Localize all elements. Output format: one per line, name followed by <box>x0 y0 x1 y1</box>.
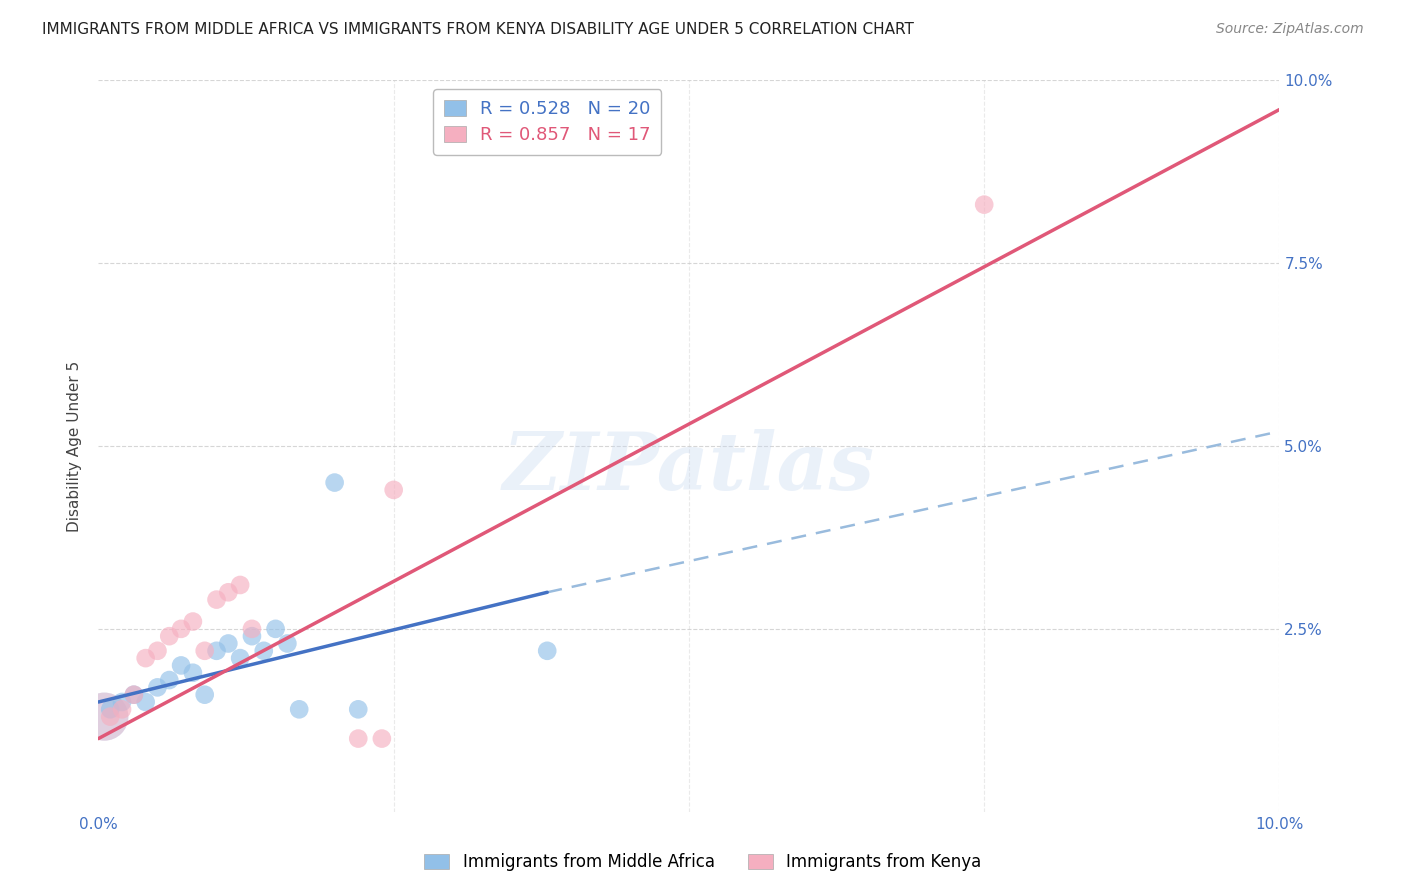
Point <box>347 731 370 746</box>
Point <box>253 644 276 658</box>
Point <box>371 731 394 746</box>
Text: IMMIGRANTS FROM MIDDLE AFRICA VS IMMIGRANTS FROM KENYA DISABILITY AGE UNDER 5 CO: IMMIGRANTS FROM MIDDLE AFRICA VS IMMIGRA… <box>42 22 914 37</box>
Point <box>264 622 287 636</box>
Point <box>111 695 134 709</box>
Point <box>217 636 239 650</box>
Point <box>288 702 311 716</box>
Point <box>229 651 252 665</box>
Text: ZIPatlas: ZIPatlas <box>503 429 875 507</box>
Point <box>122 688 145 702</box>
Point <box>973 197 995 211</box>
Point <box>122 688 145 702</box>
Point <box>205 592 228 607</box>
Point <box>194 688 217 702</box>
Text: Source: ZipAtlas.com: Source: ZipAtlas.com <box>1216 22 1364 37</box>
Point <box>382 483 405 497</box>
Point <box>157 673 180 687</box>
Point <box>181 615 204 629</box>
Point <box>229 578 252 592</box>
Point <box>170 622 193 636</box>
Point <box>111 702 134 716</box>
Point <box>146 644 169 658</box>
Point <box>146 681 169 695</box>
Point <box>93 709 115 723</box>
Point <box>240 629 263 643</box>
Point <box>135 695 157 709</box>
Point <box>93 709 115 723</box>
Point <box>347 702 370 716</box>
Point <box>217 585 239 599</box>
Legend: Immigrants from Middle Africa, Immigrants from Kenya: Immigrants from Middle Africa, Immigrant… <box>416 845 990 880</box>
Point <box>240 622 263 636</box>
Point <box>157 629 180 643</box>
Point <box>135 651 157 665</box>
Point <box>276 636 298 650</box>
Point <box>536 644 558 658</box>
Point <box>170 658 193 673</box>
Point <box>205 644 228 658</box>
Point <box>194 644 217 658</box>
Point <box>98 702 121 716</box>
Point <box>98 709 121 723</box>
Y-axis label: Disability Age Under 5: Disability Age Under 5 <box>67 360 83 532</box>
Legend: R = 0.528   N = 20, R = 0.857   N = 17: R = 0.528 N = 20, R = 0.857 N = 17 <box>433 89 661 154</box>
Point <box>323 475 346 490</box>
Point <box>181 665 204 680</box>
